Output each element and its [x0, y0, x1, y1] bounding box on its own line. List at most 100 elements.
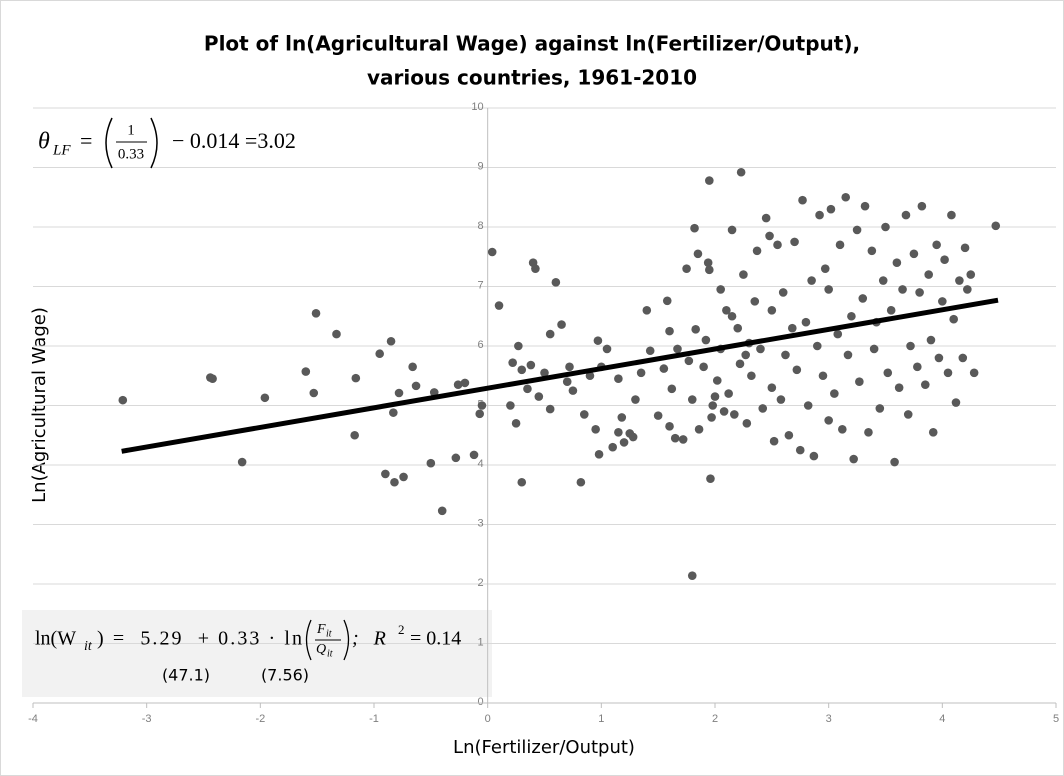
data-point	[667, 384, 677, 394]
y-tick-label: 7	[478, 279, 484, 291]
data-point	[852, 225, 862, 235]
data-point	[408, 362, 417, 372]
x-tick-label: -3	[142, 713, 152, 725]
data-point	[662, 296, 672, 306]
t-stat: (47.1)	[162, 666, 210, 685]
data-point	[540, 368, 549, 378]
data-point	[730, 410, 739, 419]
data-point	[881, 222, 890, 232]
data-point	[545, 404, 555, 414]
data-point	[687, 571, 697, 580]
data-point	[545, 329, 555, 339]
data-point	[594, 449, 604, 459]
data-point	[309, 388, 319, 398]
data-point	[526, 360, 536, 370]
data-point	[705, 176, 714, 185]
data-point	[645, 346, 655, 356]
paren	[343, 619, 350, 661]
x-tick-label: -1	[369, 713, 379, 725]
data-point	[460, 378, 470, 388]
y-tick-label: 1	[478, 636, 484, 648]
data-point	[568, 386, 578, 395]
x-tick-label: 4	[939, 713, 945, 725]
data-point	[813, 341, 822, 351]
data-point	[947, 210, 956, 220]
data-point	[894, 383, 904, 392]
data-point	[915, 288, 924, 297]
data-point	[727, 311, 737, 321]
data-point	[818, 371, 828, 381]
data-point	[506, 401, 515, 410]
data-point	[809, 451, 819, 461]
data-point	[838, 425, 847, 434]
data-point	[778, 288, 788, 297]
data-point	[517, 365, 527, 375]
data-point	[807, 276, 816, 285]
y-tick-label: 8	[478, 220, 484, 232]
data-point	[494, 301, 504, 310]
data-point	[614, 374, 623, 384]
data-point	[565, 362, 574, 372]
data-point	[350, 430, 359, 440]
data-point	[826, 204, 836, 214]
data-point	[332, 329, 341, 339]
theta-denominator: 0.33	[118, 146, 144, 162]
data-point	[614, 427, 623, 437]
data-point	[617, 413, 627, 422]
paren	[150, 117, 158, 169]
eq-numerator-subscript: it	[326, 628, 332, 639]
data-point	[653, 411, 663, 420]
data-point	[795, 445, 805, 455]
data-point	[955, 276, 964, 285]
data-point	[557, 320, 566, 329]
data-point	[767, 306, 777, 315]
data-point	[792, 365, 802, 375]
data-point	[815, 210, 824, 220]
data-point	[426, 458, 436, 468]
data-point	[311, 308, 321, 318]
data-point	[963, 285, 972, 294]
data-point	[735, 359, 745, 369]
data-point	[966, 270, 976, 279]
y-tick-label: 10	[471, 101, 483, 113]
data-point	[642, 306, 652, 315]
eq-lhs-subscript: it	[84, 639, 93, 654]
data-point	[727, 225, 737, 235]
data-point	[739, 270, 748, 279]
data-point	[860, 201, 870, 211]
data-point	[708, 401, 718, 410]
data-point	[913, 362, 922, 372]
data-point	[776, 395, 786, 404]
eq-r2-value: = 0.14	[405, 628, 461, 650]
chart-title: various countries, 1961-2010	[367, 66, 697, 90]
x-tick-label: 0	[485, 713, 491, 725]
data-point	[752, 246, 762, 256]
data-point	[712, 376, 722, 385]
data-point	[453, 380, 463, 389]
y-tick-label: 3	[478, 517, 484, 529]
data-point	[841, 192, 851, 202]
data-point	[898, 285, 907, 294]
data-point	[694, 425, 704, 434]
data-point	[437, 506, 447, 516]
data-point	[951, 398, 961, 407]
data-point	[684, 356, 694, 366]
data-point	[691, 325, 700, 334]
data-point	[781, 350, 790, 360]
data-point	[747, 371, 756, 381]
eq-lhs: ln(W	[35, 628, 76, 650]
data-point	[741, 350, 750, 360]
data-point	[394, 388, 404, 398]
x-tick-label: 1	[598, 713, 604, 725]
theta-symbol: θ	[38, 129, 50, 155]
x-tick-label: 5	[1053, 713, 1059, 725]
data-point	[958, 353, 968, 363]
data-point	[886, 306, 896, 315]
data-point	[451, 453, 461, 463]
eq-rhs: ) = 5.29 + 0.33 · ln	[97, 628, 302, 650]
data-point	[824, 416, 833, 425]
theta-rest: − 0.014 =3.02	[172, 128, 296, 153]
data-point	[523, 384, 532, 394]
data-point	[699, 362, 708, 372]
data-point	[706, 474, 715, 483]
